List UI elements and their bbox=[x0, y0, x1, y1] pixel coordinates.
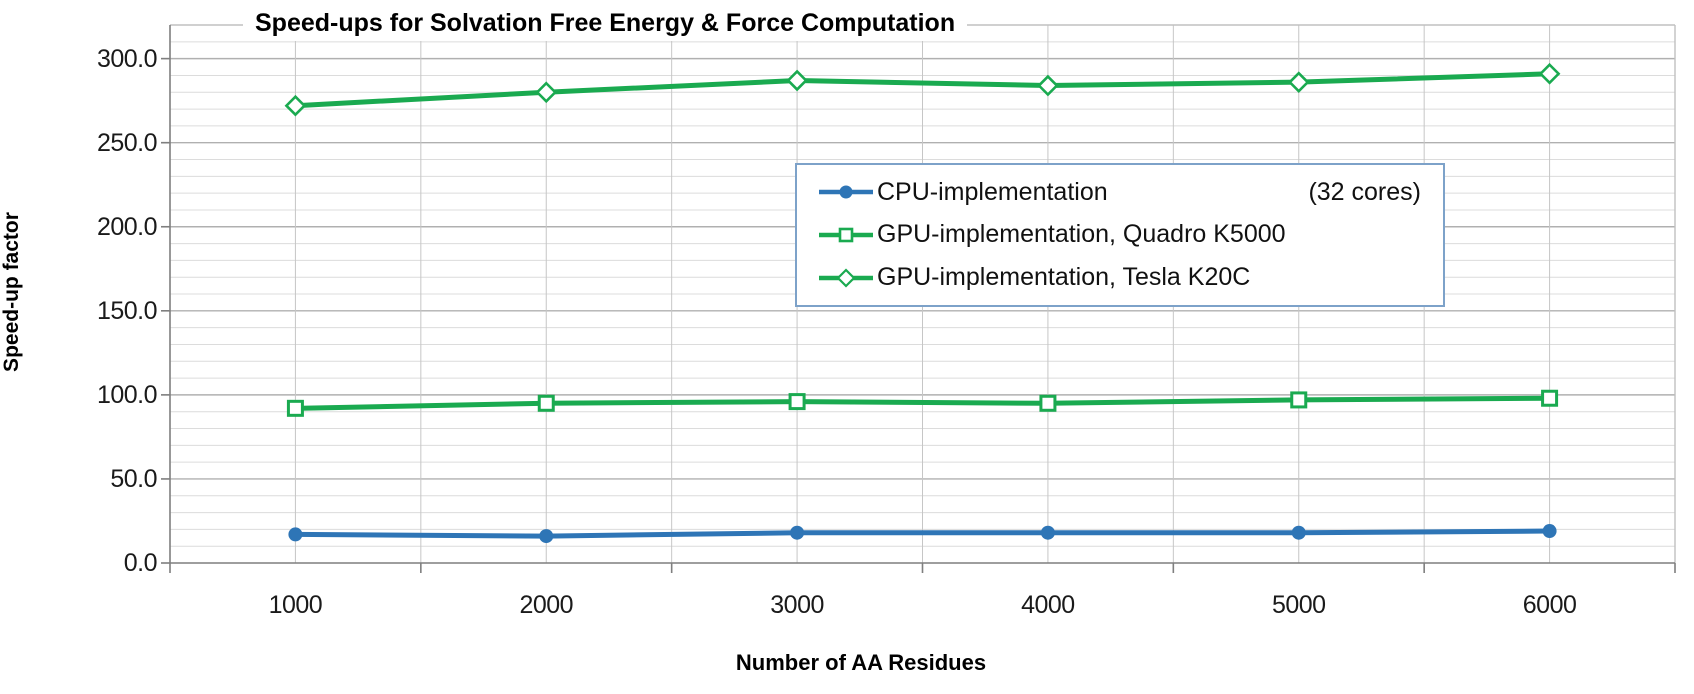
legend: CPU-implementation (32 cores) GPU-implemen… bbox=[795, 163, 1445, 307]
x-tick-label: 1000 bbox=[268, 591, 323, 619]
x-axis-title: Number of AA Residues bbox=[735, 650, 987, 675]
legend-entry: GPU-implementation, Tesla K20C bbox=[817, 263, 1421, 292]
legend-entry: CPU-implementation (32 cores) bbox=[817, 178, 1421, 207]
x-tick-label: 6000 bbox=[1522, 591, 1577, 619]
series-line-gpu-implementation-quadro-k5000 bbox=[292, 395, 1553, 411]
y-tick-label: 200.0 bbox=[96, 212, 158, 241]
chart-title: Speed-ups for Solvation Free Energy & Fo… bbox=[243, 6, 968, 41]
data-point-marker bbox=[790, 525, 805, 540]
x-tick-label: 2000 bbox=[519, 591, 574, 619]
square-open-legend-icon bbox=[819, 227, 873, 243]
data-point-marker bbox=[788, 393, 806, 411]
data-point-marker bbox=[1287, 71, 1310, 94]
y-tick-label: 250.0 bbox=[96, 128, 158, 157]
circle-filled-legend-icon bbox=[819, 185, 873, 199]
data-point-marker bbox=[288, 527, 303, 542]
data-point-marker bbox=[1037, 74, 1059, 97]
data-point-marker bbox=[539, 529, 554, 544]
data-point-marker bbox=[1290, 391, 1308, 409]
y-tick-label: 300.0 bbox=[96, 44, 158, 73]
legend-entry-label: GPU-implementation, Quadro K5000 bbox=[877, 220, 1286, 249]
y-axis-title: Speed-up factor bbox=[0, 212, 23, 372]
data-point-marker bbox=[1291, 525, 1306, 540]
data-point-marker bbox=[537, 394, 555, 412]
legend-entry: GPU-implementation, Quadro K5000 bbox=[817, 220, 1421, 249]
data-point-marker bbox=[1039, 394, 1057, 412]
data-point-marker bbox=[284, 94, 307, 117]
y-tick-label: 150.0 bbox=[96, 296, 158, 325]
data-point-marker bbox=[286, 399, 304, 417]
y-tick-label: 50.0 bbox=[110, 464, 157, 493]
data-point-marker bbox=[1040, 525, 1055, 540]
data-point-marker bbox=[1538, 62, 1561, 85]
legend-entry-suffix: (32 cores) bbox=[1308, 177, 1421, 206]
y-tick-label: 0.0 bbox=[123, 549, 158, 577]
legend-entry-label: GPU-implementation, Tesla K20C bbox=[877, 263, 1251, 292]
diamond-open-legend-icon bbox=[819, 268, 873, 288]
series-line-cpu-implementation bbox=[292, 528, 1553, 539]
data-point-marker bbox=[1542, 524, 1557, 539]
y-tick-label: 100.0 bbox=[96, 380, 158, 409]
x-tick-label: 3000 bbox=[770, 591, 824, 619]
legend-entry-label: CPU-implementation bbox=[877, 177, 1108, 206]
data-point-marker bbox=[1541, 389, 1559, 407]
x-tick-label: 4000 bbox=[1021, 591, 1075, 619]
data-point-marker bbox=[786, 69, 808, 92]
series-line-gpu-implementation-tesla-k20c bbox=[292, 71, 1553, 109]
data-point-marker bbox=[535, 81, 558, 104]
x-tick-label: 5000 bbox=[1271, 591, 1326, 619]
